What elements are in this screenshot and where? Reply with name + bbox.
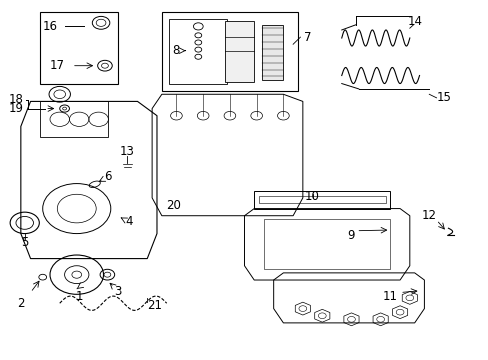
Bar (40, 12, 118, 84)
Text: 2: 2 (17, 297, 24, 310)
Text: 14: 14 (407, 14, 421, 27)
Text: 3: 3 (114, 285, 122, 298)
Text: 1: 1 (75, 289, 83, 303)
Text: 17: 17 (50, 59, 65, 72)
Text: 11: 11 (382, 289, 397, 303)
Text: 12: 12 (421, 209, 436, 222)
Text: 10: 10 (305, 190, 319, 203)
Text: 9: 9 (347, 229, 354, 242)
Bar (224, 21, 254, 82)
Text: 16: 16 (42, 20, 58, 33)
Text: 19: 19 (8, 102, 23, 115)
Text: 7: 7 (304, 31, 311, 44)
Text: 13: 13 (119, 145, 134, 158)
Text: 6: 6 (103, 170, 111, 183)
Text: 21: 21 (147, 299, 162, 312)
Text: 5: 5 (21, 236, 28, 249)
Text: 18: 18 (8, 93, 23, 106)
Bar (169, 19, 227, 84)
Bar (261, 24, 283, 80)
Text: 4: 4 (125, 215, 132, 228)
Text: 8: 8 (172, 44, 180, 57)
Bar (162, 12, 297, 91)
Text: 20: 20 (166, 198, 181, 212)
Text: 15: 15 (435, 91, 450, 104)
